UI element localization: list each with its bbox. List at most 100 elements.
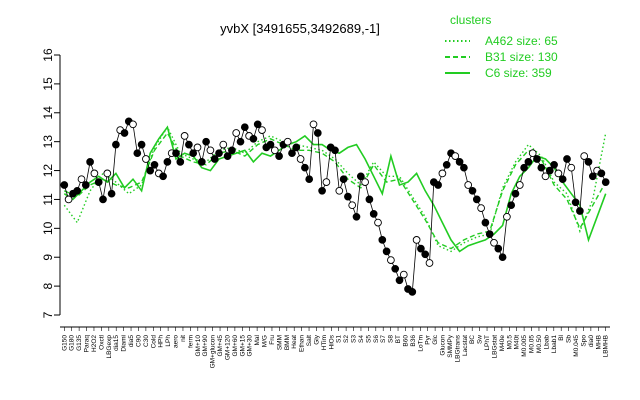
x-tick-label: M/G xyxy=(262,335,269,347)
data-point xyxy=(584,158,593,166)
data-point xyxy=(146,166,155,175)
y-tick-label: 10 xyxy=(41,221,55,235)
data-point xyxy=(558,175,567,184)
x-tick-label: Glc xyxy=(432,334,439,345)
data-point xyxy=(468,186,477,195)
data-point xyxy=(215,149,223,158)
data-point xyxy=(365,195,374,204)
series-line-solid xyxy=(63,125,607,253)
data-point xyxy=(374,218,382,227)
legend-entry-label: A462 size: 65 xyxy=(485,34,558,48)
data-point xyxy=(567,163,576,172)
x-tick-label: G180 xyxy=(69,335,76,351)
data-point xyxy=(588,172,597,181)
data-point xyxy=(142,155,150,163)
x-tick-label: LBGstat xyxy=(491,335,498,359)
data-point xyxy=(81,181,90,189)
data-point xyxy=(266,140,275,149)
x-tick-label: BC xyxy=(469,335,476,344)
data-point xyxy=(232,129,241,137)
data-point xyxy=(455,158,464,166)
data-point xyxy=(464,181,473,189)
legend-entry-label: B31 size: 130 xyxy=(485,50,558,64)
data-point xyxy=(107,189,116,198)
data-point xyxy=(382,247,391,256)
x-tick-label: Heat xyxy=(291,335,298,349)
data-point xyxy=(511,189,520,198)
data-point xyxy=(391,264,400,273)
data-point xyxy=(103,169,112,178)
data-point xyxy=(120,129,129,137)
data-point xyxy=(159,172,167,181)
data-point xyxy=(313,129,322,137)
x-tick-label: S4 xyxy=(358,335,365,343)
axes xyxy=(54,54,610,331)
x-tick-label: LBMHB xyxy=(603,335,610,357)
x-tick-label: ferm xyxy=(187,335,194,348)
x-tick-label: Lbab xyxy=(543,335,550,350)
x-tick-label: LBGtrans xyxy=(454,334,461,362)
data-point xyxy=(472,195,481,204)
data-point xyxy=(361,178,369,186)
legend-entry-label: C6 size: 359 xyxy=(485,66,552,80)
y-tick-label: 8 xyxy=(41,282,55,289)
data-point xyxy=(460,163,468,172)
data-point xyxy=(515,181,524,189)
x-tick-label: Sw xyxy=(477,335,484,344)
y-tick-label: 15 xyxy=(41,77,55,91)
legend-entries: A462 size: 65 B31 size: 130 C6 size: 359 xyxy=(445,34,558,80)
data-point xyxy=(485,230,494,238)
data-point xyxy=(545,166,554,175)
x-tick-label: SMM xyxy=(276,335,283,350)
data-point xyxy=(301,163,309,172)
x-tick-label: S3 xyxy=(351,335,358,343)
data-point xyxy=(275,152,283,160)
data-point xyxy=(537,163,546,172)
data-point xyxy=(352,212,361,221)
x-tick-label: S5 xyxy=(365,335,372,343)
x-tick-label: C30 xyxy=(143,335,150,347)
series-line-dashed xyxy=(64,131,607,250)
x-tick-label: S6 xyxy=(373,335,380,343)
data-point xyxy=(498,253,507,262)
data-point xyxy=(202,137,210,146)
data-point xyxy=(197,158,206,166)
data-point xyxy=(223,152,232,160)
data-point xyxy=(189,149,198,158)
data-point xyxy=(249,134,258,143)
x-tick-label: LPh xyxy=(165,335,172,347)
data-point xyxy=(133,149,142,158)
x-tick-label: GM+30 xyxy=(247,335,254,357)
x-tick-label: Oxctl xyxy=(98,334,105,349)
x-tick-label: BMM xyxy=(284,335,291,350)
x-tick-label: Lacstat xyxy=(462,335,469,356)
data-point xyxy=(520,163,528,172)
data-point xyxy=(163,158,172,166)
x-tick-label: LoTm xyxy=(417,335,424,352)
data-point xyxy=(490,238,498,247)
x-tick-labels: G150 G180 G135 Paraq H2O2 Oxctl LBGexp dia15 Dia… xyxy=(61,334,609,368)
x-tick-label: Mal xyxy=(254,334,261,345)
data-point xyxy=(172,149,180,158)
x-tick-label: G135 xyxy=(76,335,83,351)
x-tick-label: M40e xyxy=(499,335,506,352)
x-tick-label: Pyr xyxy=(425,334,432,345)
x-tick-label: M0.005 xyxy=(521,335,528,357)
data-point xyxy=(94,178,103,186)
x-tick-label: Gly xyxy=(313,334,320,345)
x-tick-label: M40t xyxy=(514,335,521,350)
data-point xyxy=(322,178,331,186)
x-tick-label: GM+45 xyxy=(217,335,224,357)
x-tick-label: dia0 xyxy=(588,335,595,348)
data-point xyxy=(412,236,421,244)
data-point xyxy=(129,120,137,129)
data-point xyxy=(425,259,434,267)
x-tick-label: G150 xyxy=(61,335,68,351)
x-tick-label: Salt xyxy=(306,335,313,346)
data-point xyxy=(395,276,404,285)
x-tick-label: S1 xyxy=(336,335,343,343)
data-point xyxy=(64,195,73,204)
x-tick-label: GM+15 xyxy=(239,335,246,357)
data-point xyxy=(533,155,541,163)
